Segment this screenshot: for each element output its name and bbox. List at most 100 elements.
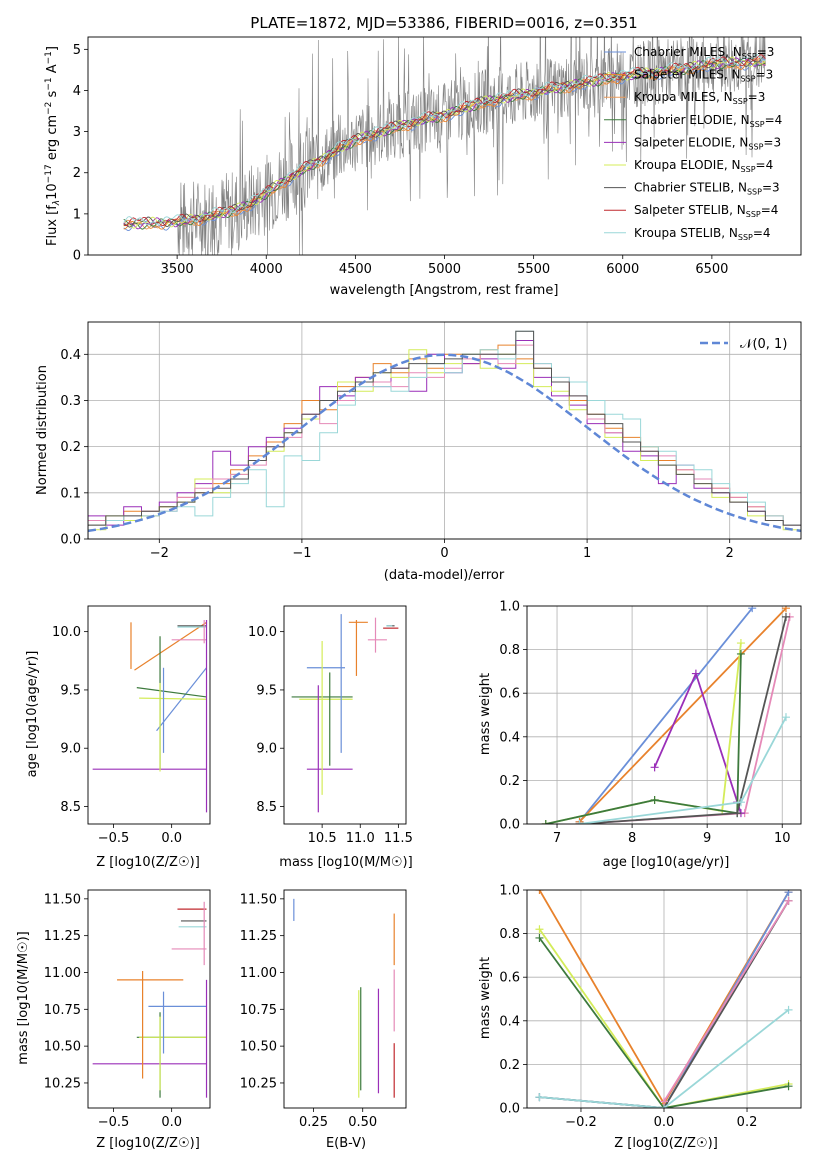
x-tick-label: −0.5	[98, 1115, 130, 1130]
mass-vs-ebv-panel: 0.25 0.50 10.25 10.50 10.75 11.00 11.25 11.50	[240, 889, 407, 1130]
y-tick-label: 10.0	[52, 625, 81, 640]
legend-label: Salpeter MILES, NSSP=3	[634, 68, 773, 84]
y-tick-label: 1.0	[499, 884, 520, 899]
error-bar-h	[139, 697, 207, 700]
y-tick-label: 0.0	[499, 818, 520, 833]
weight-marker	[781, 713, 790, 722]
weight-lines	[535, 890, 793, 1108]
legend-label: Kroupa MILES, NSSP=3	[634, 90, 765, 106]
x-tick-label: 0	[440, 546, 448, 561]
mass-weight-vs-age-ylabel: mass weight	[478, 673, 493, 755]
axes-frame	[283, 605, 407, 825]
x-tick-label: 10	[774, 831, 791, 846]
spectrum-ylabel: Flux [fλ10−17 erg cm−2 s−1 A−1]	[44, 46, 62, 246]
error-bar-h	[136, 687, 207, 698]
weight-marker	[784, 890, 793, 897]
y-tick-label: 1	[73, 207, 81, 222]
x-tick-label: 9	[703, 831, 711, 846]
error-bar-h	[134, 621, 207, 671]
legend-label: Chabrier ELODIE, NSSP=4	[634, 113, 782, 129]
weight-marker	[736, 798, 745, 807]
y-tick-label: 10.25	[44, 1076, 81, 1091]
weight-marker	[575, 820, 584, 824]
y-tick-label: 10.0	[248, 625, 277, 640]
weight-marker	[660, 1097, 668, 1106]
y-tick-label: 9.5	[60, 683, 81, 698]
age-vs-Z-xlabel: Z [log10(Z/Z☉)]	[96, 855, 200, 870]
mass-vs-Z-xlabel: Z [log10(Z/Z☉)]	[96, 1136, 200, 1151]
y-tick-label: 0.4	[499, 730, 520, 745]
weight-marker	[535, 890, 544, 894]
age-vs-Z-ylabel: age [log10(age/yr)]	[25, 651, 40, 778]
y-tick-label: 0.3	[60, 394, 81, 409]
age-vs-mass-panel: 10.5 11.0 11.5 8.5 9.0 9.5 10.0	[248, 605, 413, 846]
y-tick-label: 8.5	[60, 800, 81, 815]
weight-marker	[736, 639, 745, 648]
x-tick-label: 6500	[695, 262, 728, 277]
y-tick-label: 10.50	[240, 1040, 277, 1055]
y-tick-label: 0.4	[60, 348, 81, 363]
mass-weight-vs-Z-ylabel: mass weight	[478, 957, 493, 1039]
x-tick-label: 4500	[339, 262, 372, 277]
legend-label: Salpeter STELIB, NSSP=4	[634, 203, 778, 219]
normal-curve	[88, 353, 801, 533]
histogram-lines	[88, 330, 801, 539]
y-tick-label: 2	[73, 166, 81, 181]
y-tick-label: 9.0	[60, 742, 81, 757]
legend-label: Kroupa STELIB, NSSP=4	[634, 226, 771, 242]
y-tick-label: 9.5	[256, 683, 277, 698]
weight-line	[578, 607, 787, 823]
y-tick-label: 10.25	[240, 1076, 277, 1091]
weight-line	[538, 928, 789, 1108]
y-tick-label: 11.50	[240, 892, 277, 907]
axes-frame	[87, 889, 211, 1109]
y-tick-label: 5	[73, 43, 81, 58]
y-tick-label: 1.0	[499, 600, 520, 615]
x-tick-label: 0.0	[654, 1115, 675, 1130]
y-tick-label: 10.75	[240, 1003, 277, 1018]
x-tick-label: −0.5	[98, 831, 130, 846]
y-tick-label: 4	[73, 84, 81, 99]
weight-marker	[535, 925, 544, 934]
y-tick-label: 11.50	[44, 892, 81, 907]
mass-weight-vs-Z-xlabel: Z [log10(Z/Z☉)]	[614, 1136, 718, 1151]
error-bars	[293, 898, 395, 1098]
x-tick-label: 0.2	[737, 1115, 758, 1130]
weight-marker	[748, 606, 757, 613]
y-tick-label: 0.6	[499, 687, 520, 702]
y-tick-label: 0.0	[60, 533, 81, 548]
age-vs-mass-xlabel: mass [log10(M/M☉)]	[279, 855, 412, 870]
axes-frame	[283, 889, 407, 1109]
y-tick-label: 0.2	[60, 440, 81, 455]
weight-marker	[733, 809, 742, 818]
x-tick-label: 0.0	[161, 1115, 182, 1130]
weight-marker	[541, 820, 550, 824]
y-tick-label: 0.0	[499, 1102, 520, 1117]
y-tick-label: 0.1	[60, 486, 81, 501]
legend-label: Chabrier MILES, NSSP=3	[634, 45, 774, 61]
weight-marker	[535, 1093, 544, 1102]
weight-line	[538, 937, 789, 1108]
y-tick-label: 0.4	[499, 1014, 520, 1029]
mass-weight-vs-age-panel: 7 8 9 10 0.0 0.2 0.4 0.6 0.8 1.0	[499, 600, 802, 846]
y-tick-label: 0.2	[499, 1058, 520, 1073]
legend-label: Chabrier STELIB, NSSP=3	[634, 181, 780, 197]
error-bars	[92, 619, 208, 813]
axes-frame	[87, 605, 211, 825]
weight-marker	[650, 796, 659, 805]
mass-weight-vs-age-xlabel: age [log10(age/yr)]	[603, 855, 730, 870]
mass-vs-Z-panel: −0.5 0.0 10.25 10.50 10.75 11.00 11.25 11.50	[44, 889, 211, 1130]
x-tick-label: 5500	[517, 262, 550, 277]
weight-marker	[781, 612, 790, 621]
x-tick-label: 3500	[161, 262, 194, 277]
axes-frame	[526, 605, 802, 825]
x-tick-label: 11.5	[384, 831, 413, 846]
weight-marker	[535, 933, 544, 942]
x-tick-label: −0.2	[565, 1115, 597, 1130]
legend-label: Salpeter ELODIE, NSSP=3	[634, 135, 781, 151]
weight-marker	[784, 1082, 793, 1091]
weight-marker	[784, 896, 793, 905]
y-tick-label: 0	[73, 249, 81, 264]
x-tick-label: 0.50	[348, 1115, 377, 1130]
y-tick-label: 11.25	[240, 929, 277, 944]
